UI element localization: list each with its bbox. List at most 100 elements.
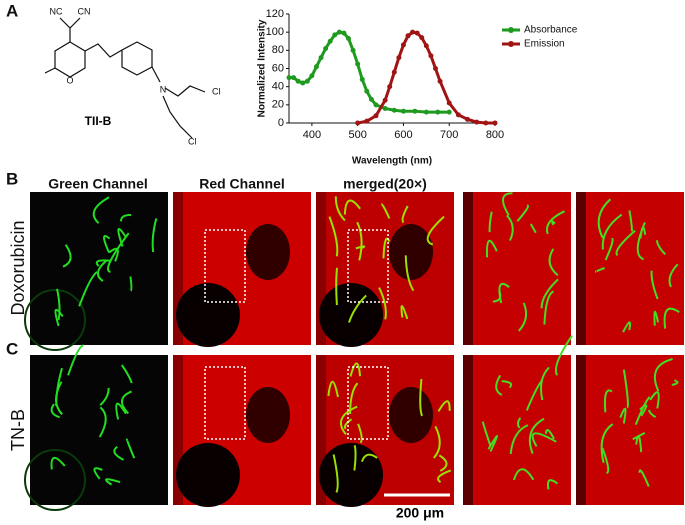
data-point bbox=[295, 78, 301, 84]
data-point bbox=[291, 75, 297, 81]
column-header: Red Channel bbox=[199, 176, 285, 192]
vessel bbox=[554, 335, 573, 376]
vessel bbox=[108, 247, 119, 262]
vessel bbox=[349, 382, 359, 415]
vessel bbox=[129, 276, 133, 292]
data-point bbox=[382, 105, 388, 111]
atom-label: Cl bbox=[212, 86, 221, 96]
roi-box bbox=[347, 366, 389, 440]
atom-label: Cl bbox=[188, 136, 197, 146]
row-label: Doxorubicin bbox=[8, 220, 28, 315]
vessel bbox=[615, 229, 636, 257]
vessel bbox=[120, 214, 132, 222]
vessel bbox=[648, 409, 657, 418]
vessel bbox=[404, 255, 415, 292]
data-point bbox=[313, 64, 319, 70]
vessel bbox=[650, 270, 659, 300]
panel-label: A bbox=[6, 1, 18, 20]
x-axis-label: Wavelength (nm) bbox=[352, 156, 432, 167]
vessel bbox=[433, 425, 441, 459]
x-tick-label: 400 bbox=[303, 129, 321, 141]
data-point bbox=[455, 112, 461, 118]
vessel bbox=[99, 387, 110, 406]
data-point bbox=[286, 75, 292, 81]
y-tick-label: 80 bbox=[272, 44, 284, 56]
y-axis-label: Normalized Intensity bbox=[257, 19, 268, 117]
vessel bbox=[437, 400, 451, 412]
vessel bbox=[655, 240, 666, 256]
vessel bbox=[485, 239, 498, 258]
tissue bbox=[473, 355, 571, 505]
vessel bbox=[120, 364, 133, 384]
molecule-structure bbox=[44, 17, 206, 139]
vessel bbox=[531, 432, 557, 447]
micrograph bbox=[173, 192, 311, 347]
micrograph bbox=[576, 355, 684, 505]
vessel bbox=[671, 379, 679, 386]
vessel bbox=[113, 446, 125, 461]
data-point bbox=[336, 29, 342, 35]
data-point bbox=[412, 108, 418, 114]
vessel bbox=[543, 290, 555, 325]
eye2 bbox=[246, 224, 290, 280]
legend-label: Emission bbox=[524, 39, 565, 50]
data-point bbox=[355, 120, 361, 126]
vessel bbox=[97, 259, 107, 282]
vessel bbox=[56, 288, 61, 321]
vessel bbox=[600, 423, 614, 464]
y-tick-label: 40 bbox=[272, 81, 284, 93]
vessel bbox=[603, 389, 613, 413]
data-point bbox=[410, 29, 416, 35]
atom-label: NC bbox=[50, 6, 63, 16]
roi-box bbox=[204, 366, 246, 440]
vessel bbox=[50, 403, 61, 419]
eye bbox=[176, 443, 240, 507]
legend-label: Absorbance bbox=[524, 25, 578, 36]
vessel bbox=[419, 378, 424, 417]
vessel bbox=[335, 267, 339, 306]
vessel bbox=[545, 210, 566, 235]
vessel bbox=[501, 380, 513, 389]
vessel bbox=[78, 271, 98, 307]
x-tick-label: 500 bbox=[348, 129, 366, 141]
vessel bbox=[356, 221, 363, 261]
vessel bbox=[126, 438, 136, 459]
vessel bbox=[540, 278, 559, 309]
vessel bbox=[339, 405, 358, 436]
vessel bbox=[92, 196, 110, 224]
data-point bbox=[327, 38, 333, 44]
vessel bbox=[438, 454, 448, 472]
eye bbox=[24, 289, 86, 351]
data-point bbox=[364, 88, 370, 94]
y-tick-label: 120 bbox=[266, 8, 284, 20]
data-point bbox=[423, 43, 429, 49]
vessel bbox=[115, 402, 127, 420]
micrograph bbox=[316, 355, 454, 507]
vessel bbox=[628, 210, 634, 232]
eye bbox=[24, 449, 86, 511]
vessel bbox=[528, 417, 545, 454]
y-tick-label: 20 bbox=[272, 99, 284, 111]
vessel bbox=[516, 204, 530, 222]
data-point bbox=[419, 35, 425, 41]
vessel bbox=[98, 406, 107, 438]
vessel bbox=[601, 447, 610, 474]
atom-label: N bbox=[160, 84, 167, 94]
vessel bbox=[151, 218, 158, 253]
vessel bbox=[67, 344, 84, 376]
vessel bbox=[502, 192, 513, 216]
vessel bbox=[355, 245, 366, 250]
data-point bbox=[332, 32, 338, 38]
vessel bbox=[343, 199, 361, 215]
vessel bbox=[492, 290, 502, 303]
micrograph bbox=[463, 335, 573, 505]
vessel bbox=[622, 369, 629, 409]
y-tick-label: 60 bbox=[272, 62, 284, 74]
vessel bbox=[95, 259, 112, 267]
vessel bbox=[506, 214, 514, 241]
vessel bbox=[50, 456, 66, 470]
roi-box bbox=[204, 229, 246, 303]
data-point bbox=[428, 53, 434, 59]
data-point bbox=[465, 116, 471, 122]
